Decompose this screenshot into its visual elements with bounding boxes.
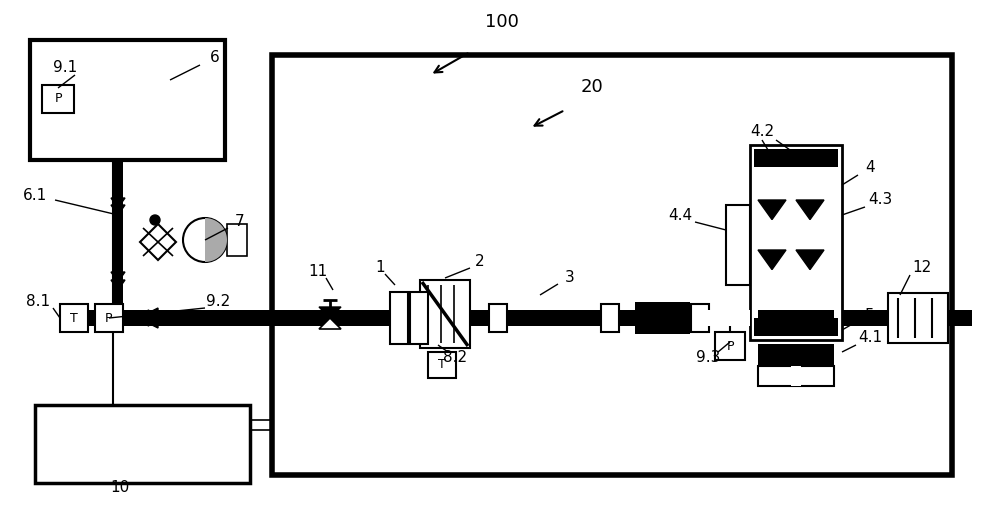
Text: 5: 5: [865, 308, 875, 322]
Bar: [227, 224, 247, 256]
Bar: [754, 318, 838, 336]
Bar: [842, 310, 972, 326]
Polygon shape: [796, 200, 824, 219]
Bar: [60, 304, 88, 332]
Text: 9.2: 9.2: [206, 295, 230, 310]
Circle shape: [150, 215, 160, 225]
Text: P: P: [105, 311, 113, 324]
Bar: [113, 160, 123, 310]
Circle shape: [309, 311, 323, 325]
Text: 1: 1: [375, 260, 385, 276]
Bar: [715, 332, 745, 360]
Text: 10: 10: [110, 480, 130, 496]
Text: 2: 2: [475, 255, 485, 269]
Polygon shape: [111, 272, 125, 282]
Bar: [489, 304, 507, 332]
Polygon shape: [758, 250, 786, 270]
Bar: [758, 344, 834, 366]
Bar: [888, 293, 948, 343]
Polygon shape: [319, 307, 341, 318]
Text: P: P: [726, 340, 734, 352]
Text: 7: 7: [235, 215, 245, 229]
Polygon shape: [111, 198, 125, 208]
Bar: [700, 310, 750, 326]
Bar: [758, 366, 834, 386]
Bar: [635, 302, 690, 334]
Bar: [95, 304, 123, 332]
Text: T: T: [438, 359, 446, 372]
Text: 4.4: 4.4: [668, 207, 692, 223]
Text: 3: 3: [565, 270, 575, 286]
Bar: [948, 310, 960, 326]
Text: 20: 20: [581, 78, 603, 96]
Bar: [758, 310, 834, 326]
Text: 8.2: 8.2: [443, 351, 467, 365]
Polygon shape: [319, 318, 341, 329]
Bar: [428, 352, 456, 378]
Polygon shape: [796, 250, 824, 270]
Polygon shape: [138, 308, 158, 328]
Bar: [42, 85, 74, 113]
Polygon shape: [111, 280, 125, 290]
Bar: [750, 145, 842, 340]
Bar: [60, 310, 952, 326]
Bar: [272, 55, 952, 475]
Polygon shape: [205, 218, 227, 262]
Text: 4.2: 4.2: [750, 124, 774, 140]
Text: 12: 12: [912, 260, 932, 276]
Bar: [113, 160, 123, 215]
Bar: [791, 366, 801, 386]
Text: 6.1: 6.1: [23, 187, 47, 203]
Text: T: T: [70, 311, 78, 324]
Text: 11: 11: [308, 265, 328, 279]
Bar: [410, 292, 428, 344]
Text: P: P: [54, 92, 62, 106]
Text: 6: 6: [210, 50, 220, 66]
Text: 4: 4: [865, 161, 875, 175]
Text: 8.1: 8.1: [26, 295, 50, 310]
Bar: [35, 405, 250, 483]
Bar: [390, 292, 408, 344]
Polygon shape: [148, 310, 164, 326]
Polygon shape: [140, 224, 176, 260]
Text: 4.1: 4.1: [858, 331, 882, 345]
Circle shape: [183, 218, 227, 262]
Bar: [691, 304, 709, 332]
Bar: [726, 205, 750, 285]
Text: 9.3: 9.3: [696, 351, 720, 365]
Bar: [754, 149, 838, 167]
Text: 9.1: 9.1: [53, 60, 77, 76]
Bar: [420, 280, 470, 348]
Bar: [601, 304, 619, 332]
Polygon shape: [111, 205, 125, 215]
Text: 4.3: 4.3: [868, 193, 892, 207]
Bar: [30, 40, 225, 160]
Text: 100: 100: [485, 13, 519, 31]
Polygon shape: [758, 200, 786, 219]
